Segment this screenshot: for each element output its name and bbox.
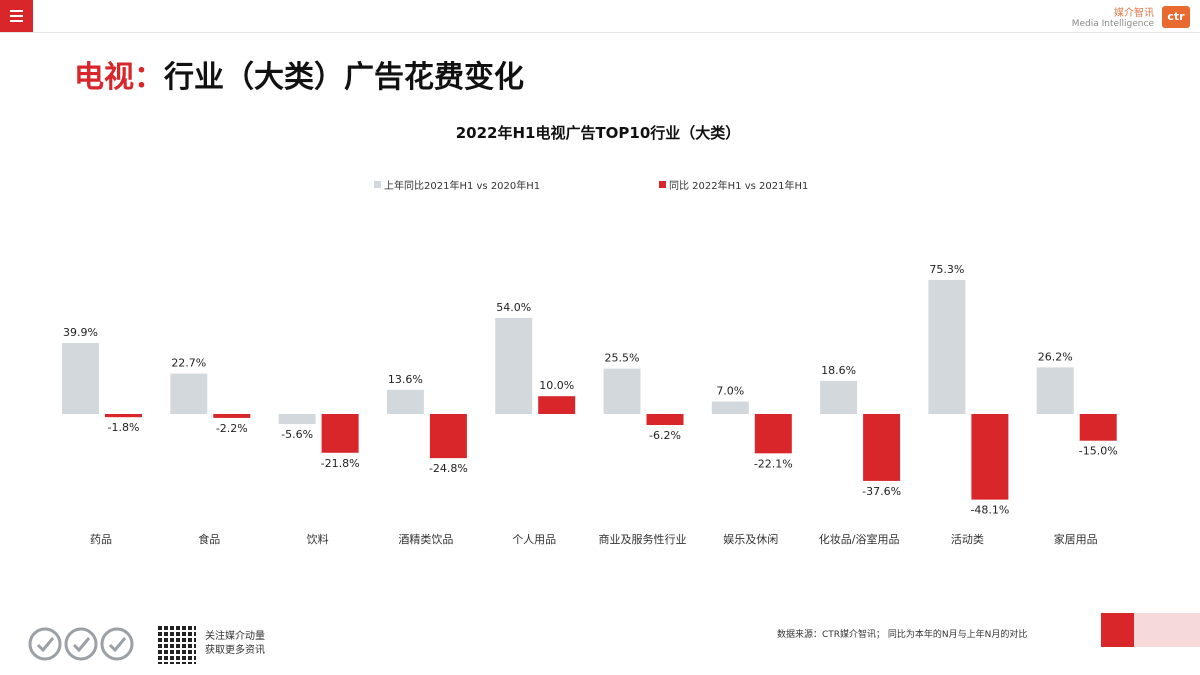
footer-decoration-red <box>1101 613 1134 647</box>
chart-legend: 上年同比2021年H1 vs 2020年H1 同比 2022年H1 vs 2021… <box>374 179 808 192</box>
data-label-s0-c1: 22.7% <box>171 357 206 370</box>
data-label-s1-c2: -21.8% <box>321 457 360 470</box>
data-label-s1-c9: -15.0% <box>1079 445 1118 458</box>
data-label-s1-c6: -22.1% <box>754 457 793 470</box>
data-label-s0-c3: 13.6% <box>388 373 423 386</box>
legend-swatch-0 <box>374 181 381 188</box>
brand-name-en: Media Intelligence <box>1071 19 1154 29</box>
bar-s1-c7 <box>863 414 901 481</box>
footer-decoration-pink <box>1134 613 1200 647</box>
data-label-s0-c0: 39.9% <box>63 326 98 339</box>
category-label-7: 化妆品/浴室用品 <box>819 532 900 546</box>
bar-s0-c4 <box>495 317 533 414</box>
bar-s0-c9 <box>1036 367 1074 414</box>
bar-s1-c3 <box>429 414 467 459</box>
qr-code-icon[interactable] <box>156 624 196 664</box>
bar-s1-c4 <box>538 396 576 414</box>
bar-s1-c2 <box>321 414 359 453</box>
top-bar: 媒介智讯 Media Intelligence ctr <box>0 0 1200 33</box>
bar-s0-c0 <box>62 342 99 414</box>
data-label-s1-c1: -2.2% <box>216 422 248 435</box>
category-label-6: 娱乐及休闲 <box>723 532 778 546</box>
follow-line-1: 关注媒介动量 <box>205 631 265 642</box>
bar-s0-c1 <box>170 373 208 414</box>
data-label-s1-c4: 10.0% <box>539 379 574 392</box>
data-label-s0-c4: 54.0% <box>496 301 531 314</box>
page-title-accent: 电视： <box>74 60 164 95</box>
category-label-5: 商业及服务性行业 <box>599 532 687 546</box>
brand-text: 媒介智讯 Media Intelligence <box>1072 8 1154 30</box>
bar-s0-c5 <box>603 368 641 414</box>
follow-text: 关注媒介动量 获取更多资讯 <box>205 630 265 658</box>
bar-s0-c3 <box>386 389 424 414</box>
bar-s1-c6 <box>754 414 792 454</box>
bar-chart: 2022年H1电视广告TOP10行业（大类） 上年同比2021年H1 vs 20… <box>62 124 1118 546</box>
bar-s1-c5 <box>646 414 684 426</box>
page-title-main: 行业（大类）广告花费变化 <box>164 60 524 95</box>
data-label-s1-c0: -1.8% <box>108 421 140 434</box>
data-label-s1-c8: -48.1% <box>970 504 1009 517</box>
category-label-1: 食品 <box>198 532 220 546</box>
legend-label-0: 上年同比2021年H1 vs 2020年H1 <box>384 179 540 192</box>
category-label-8: 活动类 <box>951 532 984 546</box>
bar-s0-c8 <box>928 279 966 414</box>
bar-s1-c0 <box>105 414 142 418</box>
bar-s1-c8 <box>971 414 1009 500</box>
chart-bars: 39.9% -1.8% 药品 22.7% -2.2% 食品 -5.6% -21.8% 饮料 13.… <box>62 263 1118 546</box>
data-label-s1-c3: -24.8% <box>429 462 468 475</box>
follow-line-2: 获取更多资讯 <box>205 645 265 656</box>
bar-s1-c9 <box>1079 414 1117 441</box>
category-label-3: 酒精类饮品 <box>398 532 453 546</box>
data-label-s0-c7: 18.6% <box>821 364 856 377</box>
category-label-0: 药品 <box>90 533 112 546</box>
bar-s0-c2 <box>278 414 316 424</box>
legend-swatch-1 <box>659 181 666 188</box>
data-label-s0-c8: 75.3% <box>929 263 964 276</box>
data-label-s1-c5: -6.2% <box>649 429 681 442</box>
data-label-s0-c6: 7.0% <box>716 385 744 398</box>
ctr-logo: ctr <box>1162 6 1190 28</box>
data-source-note: 数据来源：CTR媒介智讯； 同比为本年的N月与上年N月的对比 <box>777 630 1028 640</box>
data-label-s1-c7: -37.6% <box>862 485 901 498</box>
chart-title: 2022年H1电视广告TOP10行业（大类） <box>456 124 741 142</box>
category-label-9: 家居用品 <box>1054 532 1098 546</box>
certification-badges <box>28 627 134 661</box>
bar-s1-c1 <box>213 414 251 418</box>
data-label-s0-c5: 25.5% <box>605 352 640 365</box>
category-label-4: 个人用品 <box>512 533 556 546</box>
menu-icon[interactable] <box>0 0 33 32</box>
page-title: 电视：行业（大类）广告花费变化 <box>74 52 524 96</box>
category-label-2: 饮料 <box>307 532 329 546</box>
data-label-s0-c9: 26.2% <box>1038 350 1073 363</box>
data-label-s0-c2: -5.6% <box>281 428 313 441</box>
bar-s0-c6 <box>711 401 749 414</box>
legend-label-1: 同比 2022年H1 vs 2021年H1 <box>669 179 808 192</box>
brand-name-cn: 媒介智讯 <box>1114 8 1154 19</box>
bar-s0-c7 <box>820 380 858 414</box>
